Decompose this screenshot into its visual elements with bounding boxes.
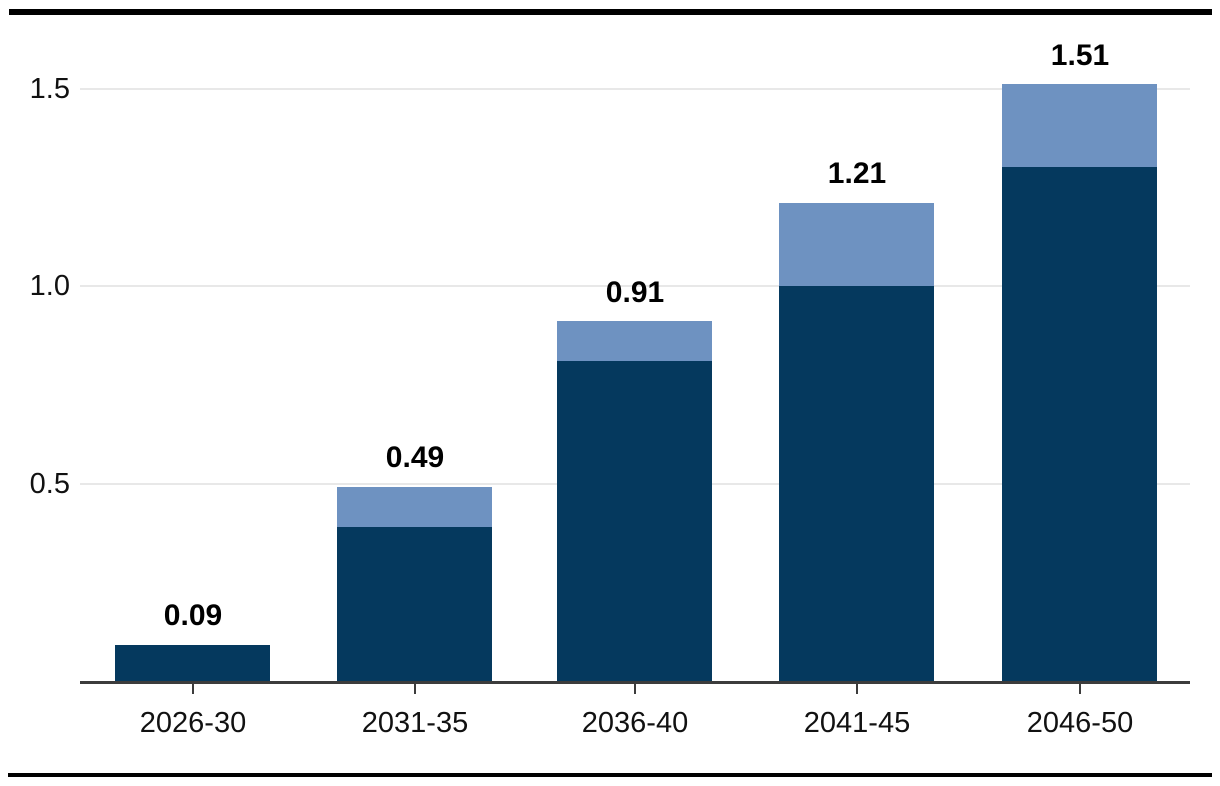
bar-segment-lower-dark-segment — [1002, 167, 1157, 681]
bar-segment-upper-light-segment — [557, 321, 712, 361]
bar-value-label: 1.51 — [1050, 39, 1110, 72]
bar-segment-lower-dark-segment — [115, 645, 270, 681]
bar-segment-lower-dark-segment — [337, 527, 492, 681]
x-axis-line — [80, 681, 1190, 684]
bar-value-label: 0.91 — [605, 276, 665, 309]
x-tick-label: 2026-30 — [139, 707, 247, 739]
top-border-rule — [9, 9, 1212, 15]
x-axis-tick — [192, 684, 194, 694]
bar-segment-upper-light-segment — [1002, 84, 1157, 167]
x-axis-tick — [414, 684, 416, 694]
bar-segment-lower-dark-segment — [779, 286, 934, 681]
x-tick-label: 2041-45 — [803, 707, 911, 739]
y-tick-label: 1.0 — [29, 270, 70, 302]
x-axis-tick — [1079, 684, 1081, 694]
y-tick-label: 1.5 — [29, 73, 70, 105]
x-tick-label: 2036-40 — [581, 707, 689, 739]
bar-value-label: 1.21 — [827, 157, 887, 190]
y-tick-label: 0.5 — [29, 468, 70, 500]
bar-segment-upper-light-segment — [779, 203, 934, 286]
bar-segment-upper-light-segment — [337, 487, 492, 527]
bar-value-label: 0.49 — [385, 441, 445, 474]
x-axis-tick — [634, 684, 636, 694]
bar-value-label: 0.09 — [163, 599, 223, 632]
x-tick-label: 2046-50 — [1026, 707, 1134, 739]
gridline — [80, 285, 1190, 287]
x-tick-label: 2031-35 — [361, 707, 469, 739]
x-axis-tick — [856, 684, 858, 694]
bottom-border-rule — [8, 773, 1212, 777]
gridline — [80, 88, 1190, 90]
bar-segment-lower-dark-segment — [557, 361, 712, 681]
